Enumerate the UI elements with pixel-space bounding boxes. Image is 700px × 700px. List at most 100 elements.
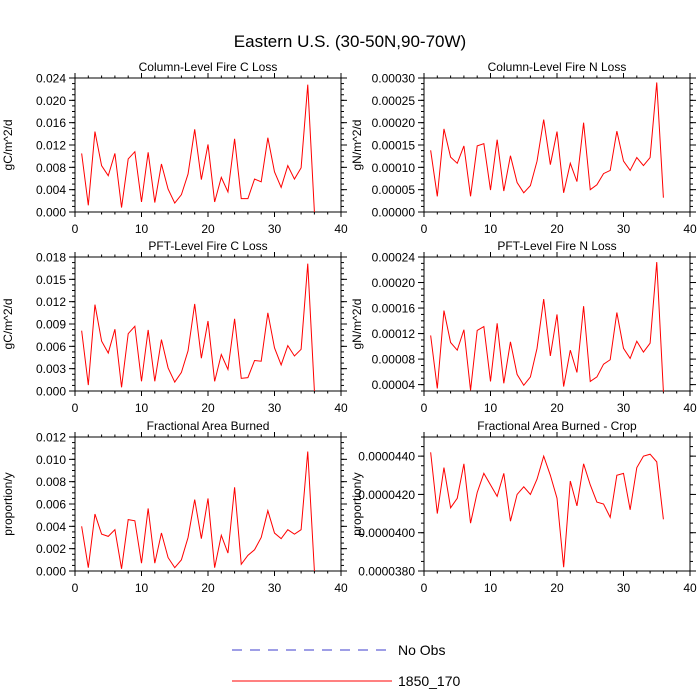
x-tick-label: 0 (72, 222, 79, 236)
series-line-1850-170 (430, 262, 664, 392)
y-axis-label: gN/m^2/d (350, 299, 364, 350)
y-tick-label: 0.012 (36, 431, 66, 445)
x-tick-label: 30 (617, 401, 631, 415)
series-line-1850-170 (81, 84, 315, 213)
panel-title: Fractional Area Burned (147, 419, 270, 433)
y-tick-label: 0.00016 (372, 302, 416, 316)
y-tick-label: 0.002 (36, 542, 66, 556)
y-tick-label: 0.010 (36, 453, 66, 467)
panel-title: Fractional Area Burned - Crop (477, 419, 637, 433)
y-tick-label: 0.006 (36, 498, 66, 512)
x-tick-label: 10 (484, 581, 498, 595)
series-line-1850-170 (81, 451, 315, 572)
y-tick-label: 0.00030 (372, 72, 416, 86)
legend: No Obs 1850_170 (232, 642, 461, 689)
x-tick-label: 30 (617, 581, 631, 595)
y-tick-label: 0.008 (36, 475, 66, 489)
y-axis-label: proportion/y (1, 472, 15, 535)
y-axis-label: gC/m^2/d (1, 120, 15, 171)
x-tick-label: 20 (550, 222, 564, 236)
y-tick-label: 0.00020 (372, 276, 416, 290)
panel-title: PFT-Level Fire N Loss (497, 239, 616, 253)
series-line-1850-170 (430, 82, 664, 198)
x-tick-label: 0 (421, 401, 428, 415)
chart-panels: 0 10 20 30 40 0.000 0.004 0.008 0.012 0.016 0.020 0… (1, 60, 697, 595)
y-tick-label: 0.012 (36, 295, 66, 309)
y-tick-label: 0.000 (36, 565, 66, 579)
y-axis-label: proportion/y (350, 472, 364, 535)
y-tick-label: 0.0000420 (358, 488, 415, 502)
x-tick-label: 40 (334, 581, 348, 595)
y-tick-label: 0.000 (36, 206, 66, 220)
y-tick-label: 0.012 (36, 139, 66, 153)
y-tick-label: 0.0000380 (358, 565, 415, 579)
y-tick-label: 0.015 (36, 273, 66, 287)
x-tick-label: 40 (334, 401, 348, 415)
y-tick-label: 0.008 (36, 161, 66, 175)
x-tick-label: 40 (683, 222, 697, 236)
plot-frame (423, 77, 691, 213)
y-tick-label: 0.00008 (372, 353, 416, 367)
panel-fractional-area-burned-crop: 0 10 20 30 40 0.0000380 0.0000400 0.0000420 0.00… (350, 419, 697, 595)
x-tick-label: 0 (72, 581, 79, 595)
x-tick-label: 40 (334, 222, 348, 236)
y-tick-label: 0.00004 (372, 378, 416, 392)
y-tick-label: 0.024 (36, 72, 66, 86)
y-tick-label: 0.009 (36, 318, 66, 332)
figure-title: Eastern U.S. (30-50N,90-70W) (234, 32, 466, 51)
y-tick-label: 0.003 (36, 362, 66, 376)
y-tick-label: 0.00010 (372, 161, 416, 175)
y-tick-label: 0.00000 (372, 206, 416, 220)
x-tick-label: 20 (550, 401, 564, 415)
panel-title: Column-Level Fire C Loss (139, 60, 278, 74)
series-line-1850-170 (81, 263, 315, 392)
y-tick-label: 0.000 (36, 385, 66, 399)
x-tick-label: 40 (683, 401, 697, 415)
x-tick-label: 0 (421, 581, 428, 595)
legend-label-1850-170: 1850_170 (398, 673, 461, 689)
y-tick-label: 0.016 (36, 116, 66, 130)
panel-title: Column-Level Fire N Loss (488, 60, 627, 74)
x-tick-label: 20 (201, 222, 215, 236)
y-tick-label: 0.004 (36, 183, 66, 197)
y-tick-label: 0.020 (36, 94, 66, 108)
x-tick-label: 30 (617, 222, 631, 236)
y-tick-label: 0.00015 (372, 139, 416, 153)
x-tick-label: 30 (268, 222, 282, 236)
panel-column-level-fire-c-loss: 0 10 20 30 40 0.000 0.004 0.008 0.012 0.016 0.020 0… (1, 60, 348, 236)
legend-label-no-obs: No Obs (398, 642, 445, 658)
y-tick-label: 0.00025 (372, 94, 416, 108)
y-tick-label: 0.00020 (372, 116, 416, 130)
x-tick-label: 10 (135, 581, 149, 595)
x-tick-label: 30 (268, 401, 282, 415)
plot-frame (74, 436, 342, 572)
y-tick-label: 0.00005 (372, 183, 416, 197)
y-tick-label: 0.004 (36, 520, 66, 534)
series-line-1850-170 (430, 452, 664, 568)
y-tick-label: 0.0000440 (358, 450, 415, 464)
x-tick-label: 20 (201, 401, 215, 415)
panel-fractional-area-burned: 0 10 20 30 40 0.000 0.002 0.004 0.006 0.008 0.010 0… (1, 419, 348, 595)
x-tick-label: 10 (484, 401, 498, 415)
plot-frame (423, 436, 691, 572)
x-tick-label: 20 (550, 581, 564, 595)
panel-column-level-fire-n-loss: 0 10 20 30 40 0.00000 0.00005 0.00010 0.00015 0.0… (350, 60, 697, 236)
x-tick-label: 30 (268, 581, 282, 595)
panel-pft-level-fire-c-loss: 0 10 20 30 40 0.000 0.003 0.006 0.009 0.012 0.015 0… (1, 239, 348, 415)
y-tick-label: 0.00024 (372, 251, 416, 265)
y-tick-label: 0.018 (36, 251, 66, 265)
x-tick-label: 20 (201, 581, 215, 595)
panel-title: PFT-Level Fire C Loss (148, 239, 267, 253)
plot-frame (423, 256, 691, 392)
x-tick-label: 10 (135, 222, 149, 236)
y-tick-label: 0.006 (36, 340, 66, 354)
x-tick-label: 40 (683, 581, 697, 595)
y-axis-label: gN/m^2/d (350, 120, 364, 171)
x-tick-label: 10 (135, 401, 149, 415)
y-tick-label: 0.0000400 (358, 526, 415, 540)
y-tick-label: 0.00012 (372, 327, 416, 341)
panel-pft-level-fire-n-loss: 0 10 20 30 40 0.00004 0.00008 0.00012 0.00016 0.0… (350, 239, 697, 415)
x-tick-label: 0 (72, 401, 79, 415)
x-tick-label: 10 (484, 222, 498, 236)
